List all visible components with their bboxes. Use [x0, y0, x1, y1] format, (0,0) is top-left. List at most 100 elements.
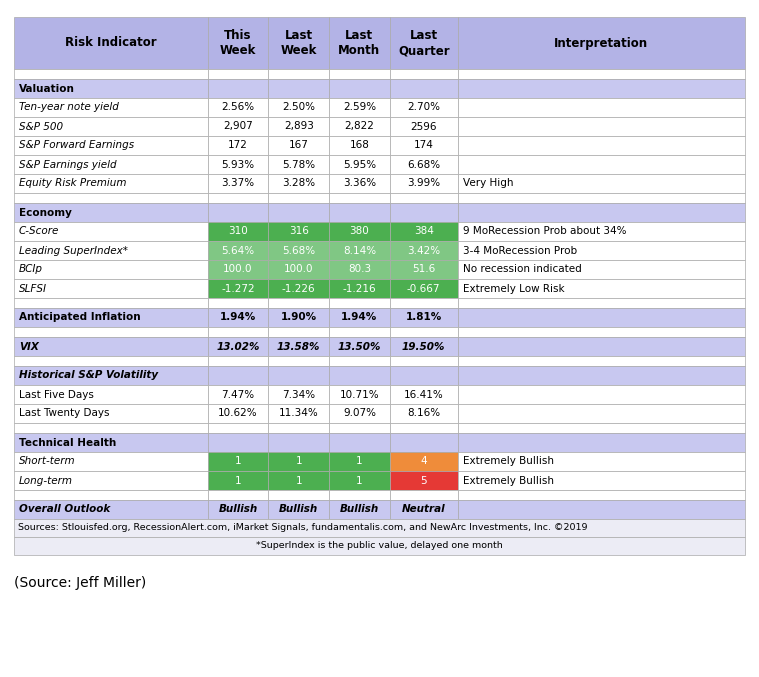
Bar — [14, 79, 208, 98]
Text: (Source: Jeff Miller): (Source: Jeff Miller) — [14, 576, 146, 590]
Text: 174: 174 — [414, 141, 433, 150]
Text: 167: 167 — [288, 141, 309, 150]
Bar — [269, 327, 329, 337]
Bar — [14, 136, 208, 155]
Text: Risk Indicator: Risk Indicator — [65, 37, 156, 49]
Text: Extremely Bullish: Extremely Bullish — [463, 456, 554, 466]
Text: 2.59%: 2.59% — [343, 102, 376, 112]
Bar — [269, 308, 329, 327]
Text: Last
Month: Last Month — [339, 29, 380, 57]
Bar — [208, 366, 269, 385]
Bar — [269, 404, 329, 423]
Bar — [329, 155, 389, 174]
Bar — [208, 356, 269, 366]
Text: 5.95%: 5.95% — [343, 160, 376, 169]
Bar — [458, 366, 745, 385]
Text: Technical Health: Technical Health — [19, 437, 116, 447]
Text: 3.28%: 3.28% — [282, 179, 315, 188]
Text: 7.34%: 7.34% — [282, 389, 315, 399]
Text: 6.68%: 6.68% — [407, 160, 440, 169]
Bar — [269, 385, 329, 404]
Text: 1: 1 — [295, 475, 302, 485]
Text: 3.99%: 3.99% — [407, 179, 440, 188]
Bar — [208, 337, 269, 356]
Text: 3.42%: 3.42% — [407, 246, 440, 255]
Text: BCIp: BCIp — [19, 265, 43, 274]
Text: 13.02%: 13.02% — [216, 341, 260, 351]
Bar — [208, 203, 269, 222]
Text: 2.70%: 2.70% — [408, 102, 440, 112]
Bar — [208, 471, 269, 490]
Text: C-Score: C-Score — [19, 227, 59, 236]
Bar — [458, 222, 745, 241]
Text: This
Week: This Week — [220, 29, 257, 57]
Bar — [269, 366, 329, 385]
Text: 5.93%: 5.93% — [222, 160, 254, 169]
Bar — [329, 203, 389, 222]
Bar — [269, 490, 329, 500]
Text: 5.78%: 5.78% — [282, 160, 315, 169]
Bar — [329, 385, 389, 404]
Text: 51.6: 51.6 — [412, 265, 436, 274]
Text: 1: 1 — [235, 456, 241, 466]
Bar — [458, 490, 745, 500]
Bar — [14, 366, 208, 385]
Bar — [458, 500, 745, 519]
Bar — [389, 404, 458, 423]
Bar — [389, 279, 458, 298]
Text: 16.41%: 16.41% — [404, 389, 443, 399]
Bar — [389, 222, 458, 241]
Bar — [14, 117, 208, 136]
Text: No recession indicated: No recession indicated — [463, 265, 581, 274]
Text: 100.0: 100.0 — [284, 265, 313, 274]
Text: Bullish: Bullish — [219, 504, 257, 515]
Text: 1: 1 — [356, 456, 363, 466]
Text: Valuation: Valuation — [19, 83, 75, 93]
Text: 9.07%: 9.07% — [343, 408, 376, 418]
Bar — [389, 260, 458, 279]
Text: Short-term: Short-term — [19, 456, 76, 466]
Bar — [269, 117, 329, 136]
Bar — [458, 79, 745, 98]
Bar — [329, 423, 389, 433]
Bar — [14, 203, 208, 222]
Bar — [389, 69, 458, 79]
Bar — [14, 98, 208, 117]
Bar — [389, 433, 458, 452]
Bar — [14, 327, 208, 337]
Bar — [269, 174, 329, 193]
Text: 3-4 MoRecession Prob: 3-4 MoRecession Prob — [463, 246, 577, 255]
Bar — [208, 222, 269, 241]
Text: Interpretation: Interpretation — [554, 37, 648, 49]
Bar — [458, 471, 745, 490]
Bar — [14, 452, 208, 471]
Bar — [458, 433, 745, 452]
Text: -1.226: -1.226 — [282, 284, 316, 294]
Text: 172: 172 — [228, 141, 248, 150]
Text: 2.56%: 2.56% — [222, 102, 254, 112]
Bar — [329, 260, 389, 279]
Bar — [208, 155, 269, 174]
Text: 11.34%: 11.34% — [279, 408, 319, 418]
Text: -1.216: -1.216 — [342, 284, 376, 294]
Text: S&P Earnings yield: S&P Earnings yield — [19, 160, 117, 169]
Bar — [389, 79, 458, 98]
Text: 2,893: 2,893 — [284, 121, 313, 131]
Bar — [389, 356, 458, 366]
Bar — [14, 69, 208, 79]
Bar — [458, 155, 745, 174]
Text: 13.50%: 13.50% — [338, 341, 381, 351]
Bar — [458, 404, 745, 423]
Bar — [14, 308, 208, 327]
Bar — [208, 433, 269, 452]
Bar — [269, 423, 329, 433]
Bar — [269, 356, 329, 366]
Text: Ten-year note yield: Ten-year note yield — [19, 102, 119, 112]
Bar — [208, 117, 269, 136]
Bar — [389, 98, 458, 117]
Bar — [458, 117, 745, 136]
Bar — [389, 452, 458, 471]
Bar — [14, 404, 208, 423]
Bar — [458, 337, 745, 356]
Bar — [329, 433, 389, 452]
